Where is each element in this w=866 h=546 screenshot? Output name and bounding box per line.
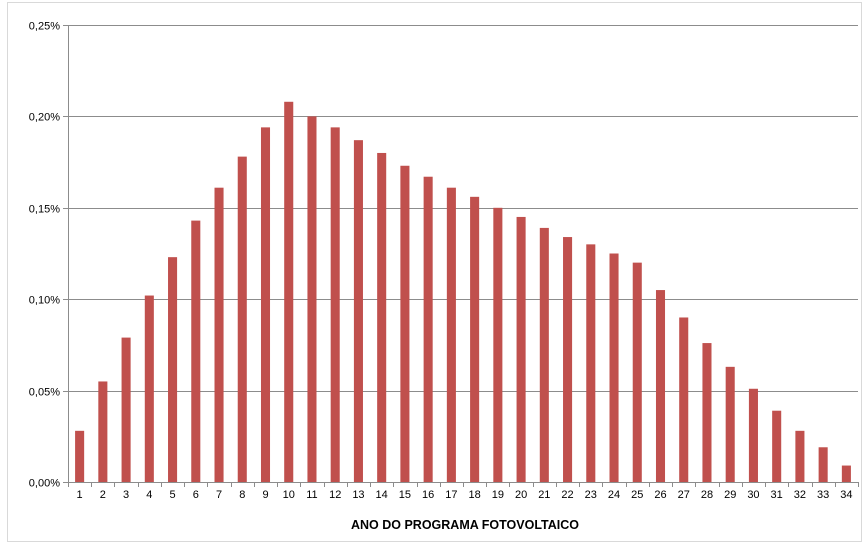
- bar: [609, 253, 619, 482]
- bars: [75, 101, 851, 483]
- bar: [563, 237, 573, 482]
- bar: [516, 216, 526, 482]
- bar: [539, 227, 549, 482]
- x-tick-label: 16: [422, 489, 434, 501]
- x-tick-label: 18: [468, 489, 480, 501]
- y-axis-tick-labels: 0,00% 0,05% 0,10% 0,15% 0,20% 0,25%: [29, 21, 60, 490]
- x-tick-label: 19: [492, 489, 504, 501]
- bar: [237, 156, 247, 482]
- x-tick-label: 30: [747, 489, 759, 501]
- x-tick-label: 22: [561, 489, 573, 501]
- x-tick-label: 26: [654, 489, 666, 501]
- x-tick-label: 31: [771, 489, 783, 501]
- x-tick-label: 34: [840, 489, 852, 501]
- bar: [423, 176, 433, 482]
- bar: [818, 447, 828, 482]
- x-tick-label: 14: [376, 489, 388, 501]
- x-tick-label: 20: [515, 489, 527, 501]
- y-tick-label: 0,20%: [29, 112, 60, 124]
- bar: [446, 187, 456, 482]
- bar: [841, 465, 851, 482]
- x-tick-label: 9: [262, 489, 268, 501]
- x-tick-label: 21: [538, 489, 550, 501]
- bar: [679, 317, 689, 482]
- y-tick-label: 0,25%: [29, 21, 60, 33]
- x-tick-label: 33: [817, 489, 829, 501]
- x-tick-label: 32: [794, 489, 806, 501]
- bar: [284, 101, 294, 482]
- bar: [748, 388, 758, 482]
- bar: [307, 116, 317, 483]
- bar: [725, 366, 735, 482]
- bar: [400, 165, 410, 482]
- x-tick-label: 23: [585, 489, 597, 501]
- bar: [144, 295, 154, 482]
- x-tick-label: 7: [216, 489, 222, 501]
- bar: [330, 127, 340, 483]
- bar: [377, 152, 387, 482]
- x-tick-label: 25: [631, 489, 643, 501]
- x-tick-label: 4: [146, 489, 152, 501]
- bar: [214, 187, 224, 482]
- bar: [795, 430, 805, 482]
- y-tick-label: 0,10%: [29, 295, 60, 307]
- x-tick-label: 11: [306, 489, 317, 501]
- bar: [493, 207, 503, 483]
- x-tick-label: 5: [169, 489, 175, 501]
- bar: [260, 127, 271, 483]
- x-tick-label: 1: [77, 489, 83, 501]
- y-tick-label: 0,15%: [29, 204, 60, 216]
- bar: [655, 290, 666, 482]
- y-tick-label: 0,05%: [29, 387, 60, 399]
- x-tick-label: 15: [399, 489, 411, 501]
- x-tick-label: 27: [678, 489, 690, 501]
- bar: [772, 410, 782, 482]
- bar: [75, 430, 85, 482]
- x-tick-label: 24: [608, 489, 620, 501]
- x-axis-tick-labels: 1 2 3 4 5 6 7 8 9 10 11 12 13 14 15 16 17 18 19 20 21 22 23 24 2…: [77, 489, 853, 501]
- x-tick-label: 3: [123, 489, 129, 501]
- y-tick-label: 0,00%: [29, 478, 60, 490]
- x-tick-label: 17: [445, 489, 457, 501]
- bar: [586, 244, 596, 482]
- bar: [168, 257, 178, 482]
- x-tick-label: 6: [193, 489, 199, 501]
- x-tick-label: 12: [329, 489, 341, 501]
- bar: [121, 337, 131, 482]
- bar: [470, 196, 480, 482]
- x-tick-label: 29: [724, 489, 736, 501]
- gridlines: [68, 25, 858, 392]
- x-tick-label: 13: [352, 489, 364, 501]
- x-tick-label: 8: [239, 489, 245, 501]
- axes: [63, 25, 859, 487]
- bar: [98, 381, 108, 482]
- x-tick-label: 10: [283, 489, 295, 501]
- x-tick-label: 2: [100, 489, 106, 501]
- bar: [702, 343, 712, 482]
- chart-frame: [7, 2, 862, 542]
- x-tick-label: 28: [701, 489, 713, 501]
- bar: [353, 140, 363, 482]
- bar: [191, 220, 201, 482]
- x-axis-title: ANO DO PROGRAMA FOTOVOLTAICO: [351, 518, 579, 532]
- bar: [632, 262, 642, 482]
